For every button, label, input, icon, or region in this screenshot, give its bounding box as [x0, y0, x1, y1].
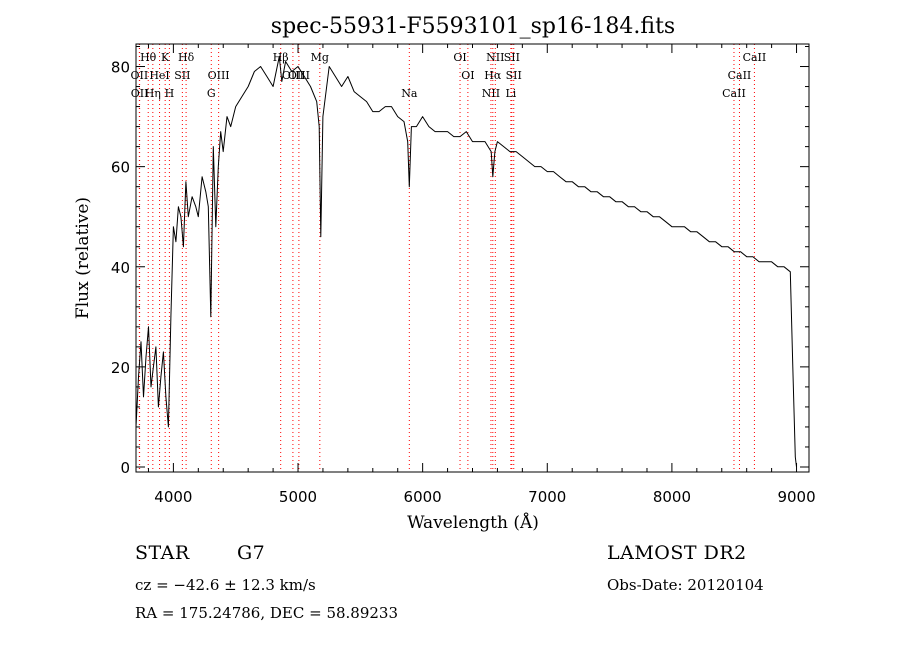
y-tick-label: 40 — [111, 259, 130, 277]
line-markers — [138, 44, 755, 472]
line-label: CaII — [743, 51, 767, 64]
y-tick-label: 20 — [111, 359, 130, 377]
line-label: OI — [453, 51, 466, 64]
line-label: CaII — [722, 87, 746, 100]
spectrum-series — [135, 56, 797, 468]
y-axis: 0 20 40 60 80 — [111, 46, 809, 477]
object-class: STAR — [135, 542, 190, 564]
line-label: Li — [505, 87, 516, 100]
line-label: CaII — [728, 69, 752, 82]
y-tick-label: 80 — [111, 59, 130, 77]
plot-frame — [135, 43, 810, 473]
line-label: OI — [461, 69, 474, 82]
y-tick-label: 60 — [111, 159, 130, 177]
coordinates: RA = 175.24786, DEC = 58.89233 — [135, 604, 399, 622]
survey-name: LAMOST DR2 — [607, 542, 747, 564]
y-axis-label: Flux (relative) — [73, 197, 93, 319]
line-label: SII — [506, 69, 522, 82]
x-tick-label: 5000 — [279, 488, 317, 506]
line-label: Hα — [484, 69, 502, 82]
line-label: Mg — [311, 51, 329, 64]
line-label: Hθ — [140, 51, 157, 64]
redshift-value: cz = −42.6 ± 12.3 km/s — [135, 576, 316, 594]
x-tick-label: 4000 — [154, 488, 192, 506]
line-label: OIII — [208, 69, 230, 82]
subclass: G7 — [237, 542, 266, 564]
obs-date: Obs-Date: 20120104 — [607, 576, 764, 594]
line-label: SII — [174, 69, 190, 82]
line-label: Na — [401, 87, 418, 100]
line-label: G — [207, 87, 216, 100]
x-tick-label: 6000 — [404, 488, 442, 506]
line-label: NII — [482, 87, 500, 100]
line-label: K — [161, 51, 170, 64]
spectrum-line — [135, 56, 797, 468]
line-label: OIII — [282, 69, 304, 82]
line-label: OII — [131, 87, 149, 100]
y-tick-label: 0 — [120, 459, 130, 477]
line-label: H — [165, 87, 175, 100]
line-label: OIII — [288, 69, 310, 82]
line-label: Hδ — [178, 51, 195, 64]
line-label: SII — [504, 51, 520, 64]
line-label: NII — [486, 51, 504, 64]
x-tick-label: 8000 — [653, 488, 691, 506]
line-label: OII — [131, 69, 149, 82]
x-axis: 4000 5000 6000 7000 8000 9000 — [147, 44, 816, 506]
line-label: HeI — [149, 69, 169, 82]
line-label: Hβ — [273, 51, 289, 64]
x-axis-label: Wavelength (Å) — [407, 512, 539, 533]
x-tick-label: 7000 — [528, 488, 566, 506]
x-tick-label: 9000 — [777, 488, 815, 506]
chart-title: spec-55931-F5593101_sp16-184.fits — [271, 14, 675, 39]
line-label: Hη — [145, 87, 161, 100]
